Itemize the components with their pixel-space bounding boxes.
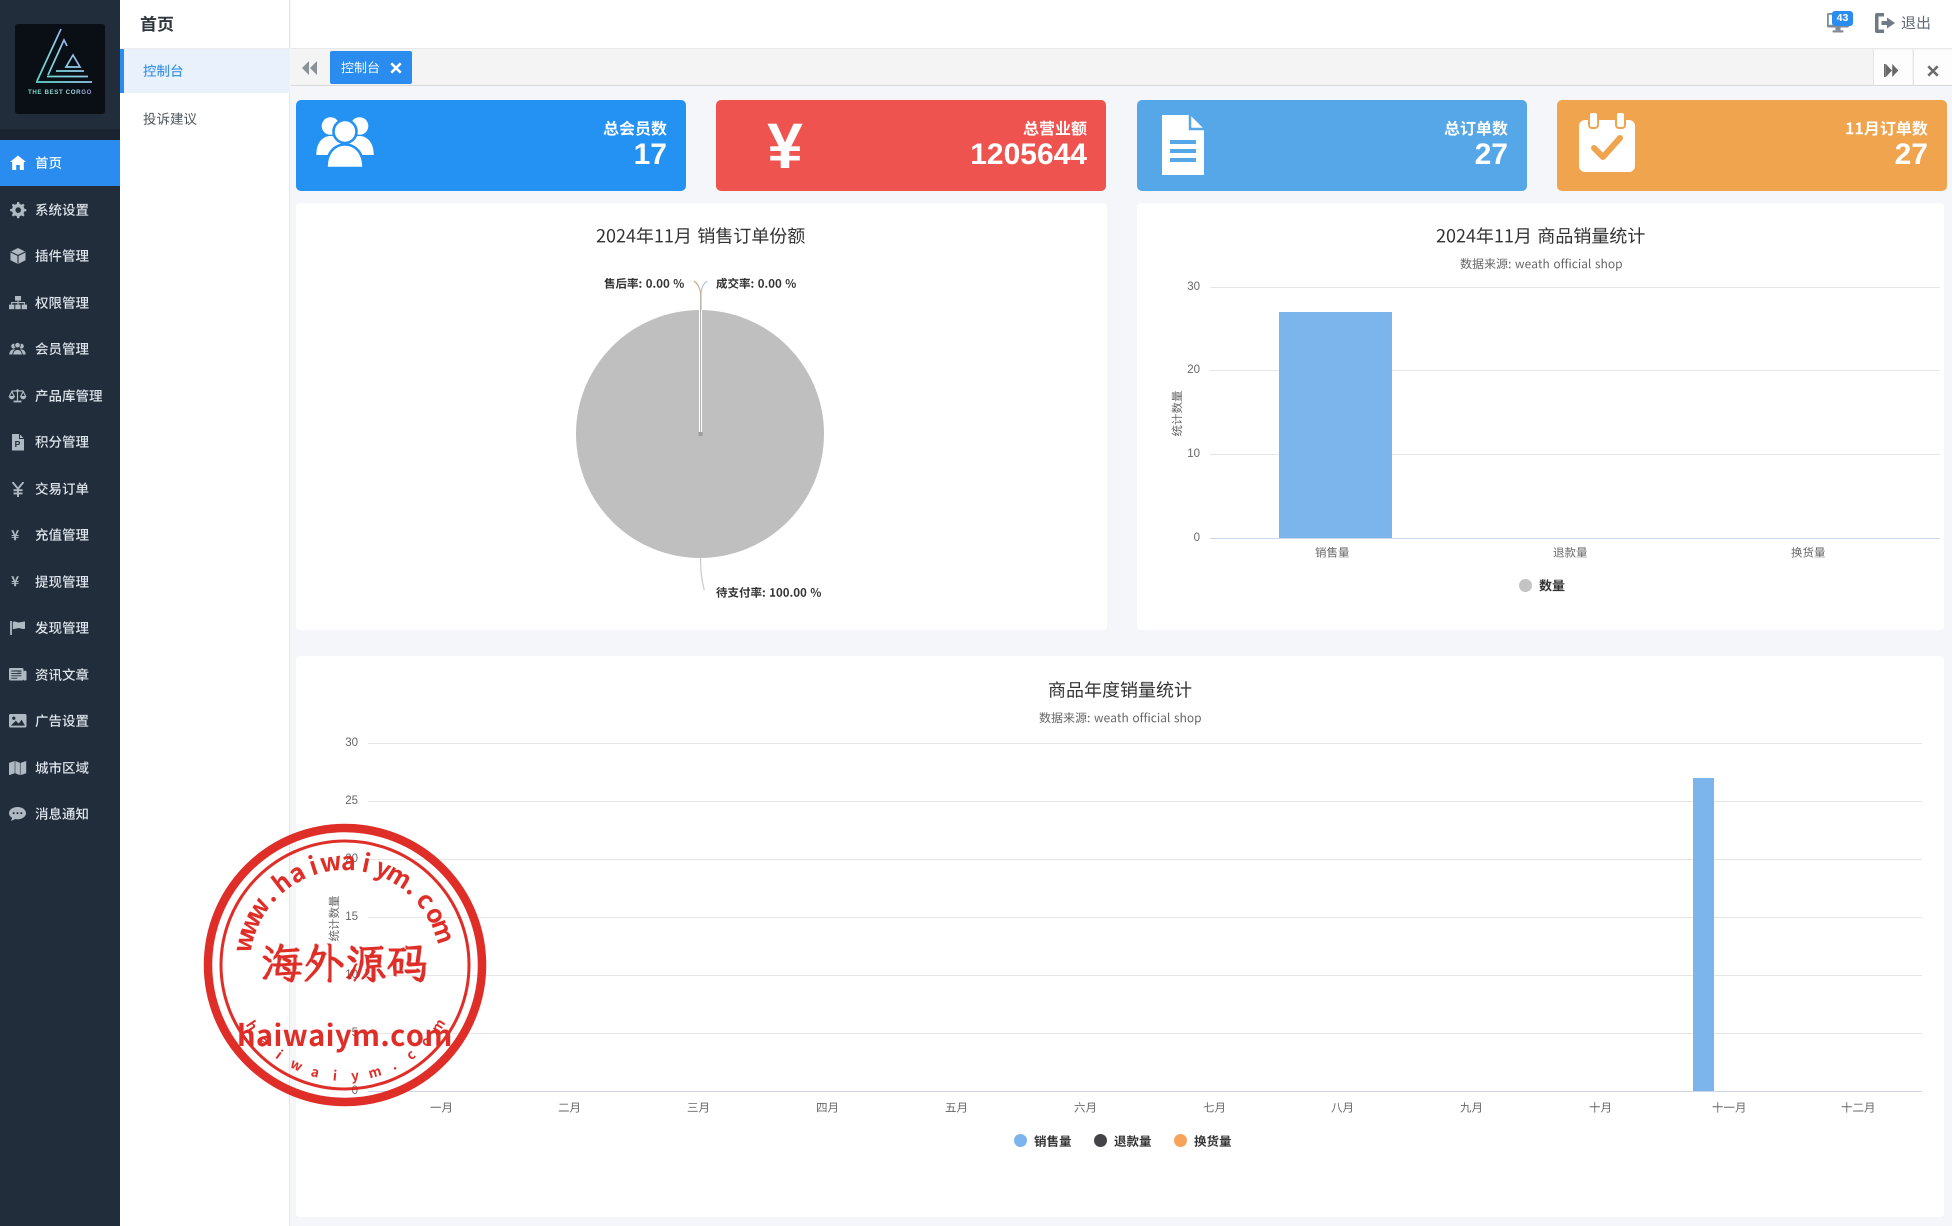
svg-text:THE BEST CORGO: THE BEST CORGO	[28, 89, 92, 96]
svg-text:P: P	[15, 439, 21, 449]
